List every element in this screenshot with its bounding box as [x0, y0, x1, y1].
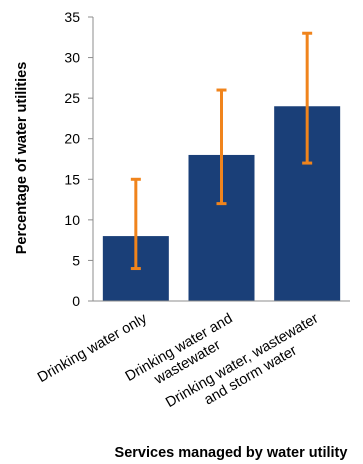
- error-bars: [130, 31, 313, 271]
- y-tick-label: 5: [72, 252, 80, 268]
- y-tick-label: 25: [64, 90, 80, 106]
- y-axis-title: Percentage of water utilities: [14, 62, 30, 255]
- y-tick-label: 35: [64, 9, 80, 25]
- y-tick-label: 20: [64, 131, 80, 147]
- error-bar: [302, 31, 313, 165]
- x-axis-title: Services managed by water utility: [115, 445, 348, 461]
- error-bar: [130, 177, 141, 271]
- y-axis: 0 5 10 15 20 25 30 35: [64, 9, 94, 309]
- y-tick-label: 10: [64, 212, 80, 228]
- y-tick-label: 15: [64, 171, 80, 187]
- error-bar: [216, 88, 227, 206]
- y-tick-label: 30: [64, 50, 80, 66]
- y-tick-label: 0: [72, 293, 80, 309]
